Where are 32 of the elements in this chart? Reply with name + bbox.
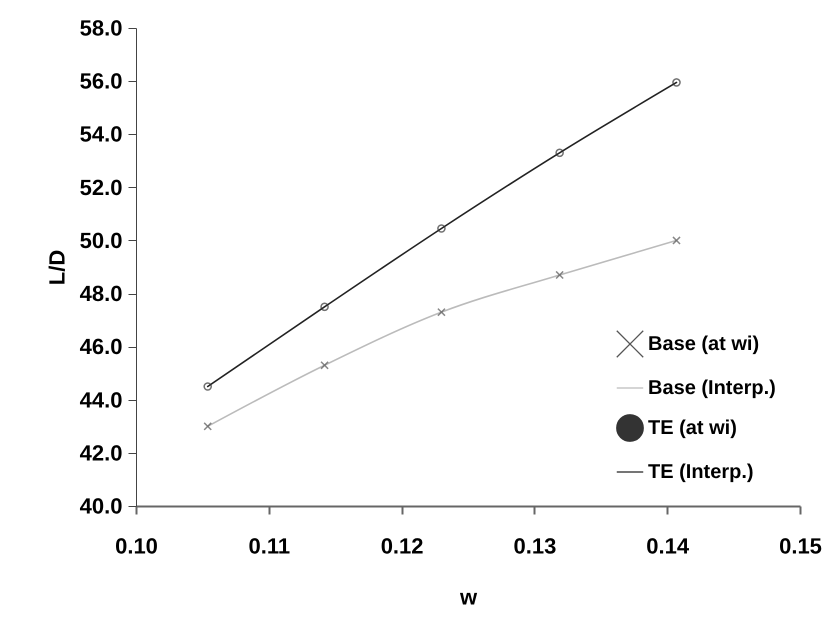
x-tick-label: 0.14 bbox=[646, 534, 690, 558]
point bbox=[555, 148, 564, 158]
y-tick-label: 46.0 bbox=[80, 334, 122, 360]
point bbox=[320, 360, 329, 370]
y-tick-label: 56.0 bbox=[80, 68, 122, 94]
legend-label: Base (Interp.) bbox=[648, 377, 776, 399]
x-axis-title: w bbox=[458, 584, 478, 610]
y-tick-label: 48.0 bbox=[80, 281, 122, 306]
y-tick-label: 44.0 bbox=[80, 387, 122, 412]
x-tick-label: 0.12 bbox=[380, 534, 424, 558]
x-tick-label: 0.13 bbox=[513, 534, 556, 558]
y-tick-label: 58.0 bbox=[80, 16, 122, 40]
x-tick-label: 0.10 bbox=[115, 534, 158, 558]
point bbox=[203, 422, 212, 431]
y-tick-label: 42.0 bbox=[80, 440, 122, 466]
legend-label: Base (at wi) bbox=[648, 333, 760, 355]
point bbox=[320, 302, 329, 312]
point bbox=[672, 78, 681, 87]
point bbox=[203, 382, 212, 391]
y-axis-title: L/D bbox=[44, 250, 70, 286]
point bbox=[555, 270, 564, 280]
point bbox=[437, 224, 446, 233]
point bbox=[437, 308, 446, 316]
x-tick-label: 0.11 bbox=[248, 534, 290, 558]
y-tick-label: 50.0 bbox=[80, 228, 122, 253]
x-tick-label: 0.15 bbox=[779, 534, 822, 558]
y-tick-label: 54.0 bbox=[80, 122, 122, 147]
point bbox=[672, 236, 681, 245]
legend-label: TE (Interp.) bbox=[648, 461, 754, 483]
y-tick-label: 40.0 bbox=[80, 494, 122, 518]
legend-label: TE (at wi) bbox=[648, 417, 737, 439]
y-tick-label: 52.0 bbox=[80, 174, 122, 200]
